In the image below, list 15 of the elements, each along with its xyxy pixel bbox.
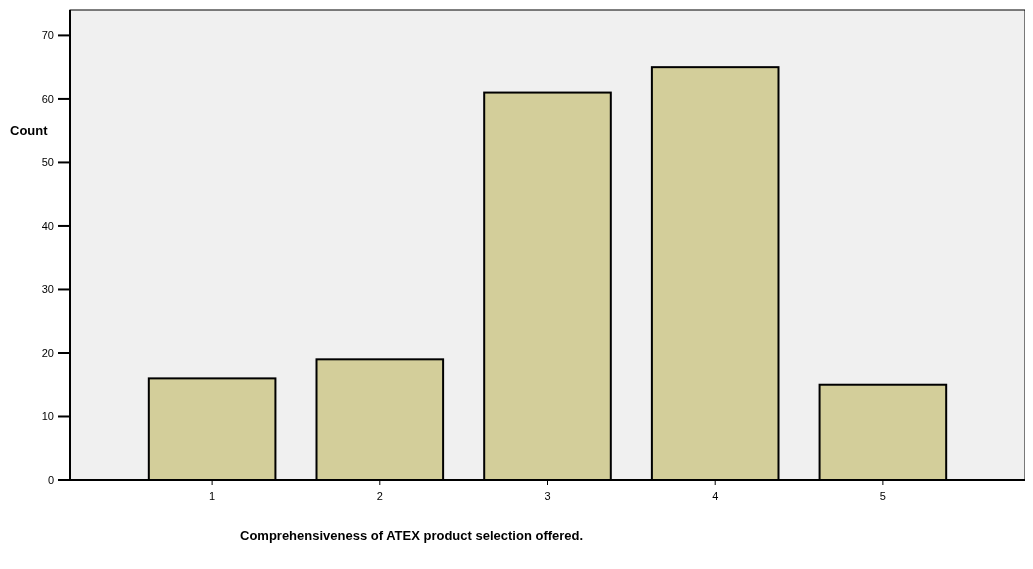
y-tick-label: 60 [41,92,54,105]
y-tick-label: 0 [47,473,54,486]
x-tick-label: 1 [209,490,216,502]
y-tick-label: 30 [41,283,54,296]
y-axis-title: Count [10,123,49,138]
y-tick-label: 40 [41,219,54,232]
y-tick-label: 10 [41,410,54,423]
y-tick-label: 20 [41,346,54,359]
y-tick-label: 50 [41,156,54,169]
x-tick-label: 2 [376,490,383,502]
x-tick-label: 3 [544,490,551,502]
y-tick-label: 70 [41,29,54,42]
x-axis-title: Comprehensiveness of ATEX product selection offered. [240,528,584,543]
x-tick-label: 5 [879,490,886,502]
x-tick-label: 4 [712,490,719,502]
